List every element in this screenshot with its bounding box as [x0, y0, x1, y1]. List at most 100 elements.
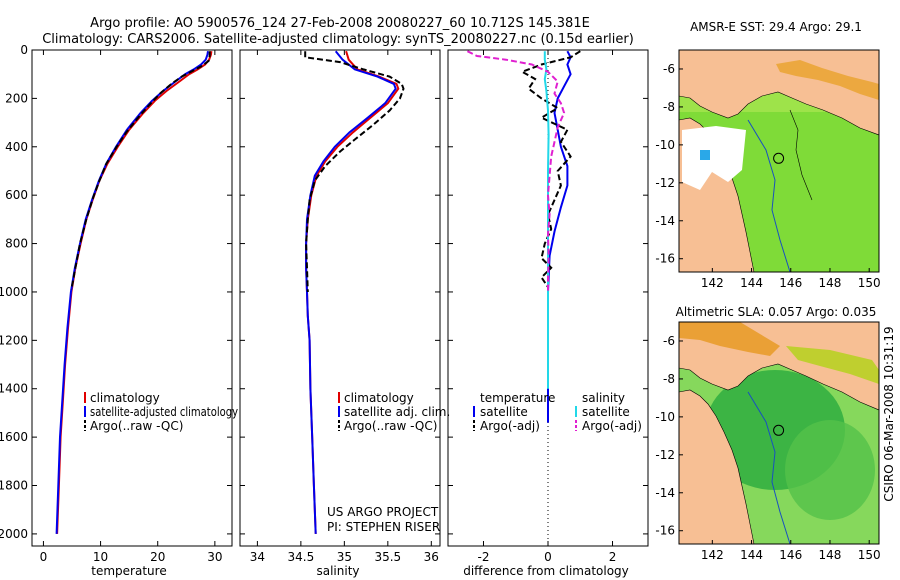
- depth-tick-label: 2000: [0, 527, 28, 541]
- salinity-xtick-label: 34.5: [288, 550, 315, 564]
- difference-line-temperature-argo-adj: [519, 50, 581, 288]
- salinity-xtick-label: 36: [424, 550, 439, 564]
- sla-argo-marker: [773, 424, 785, 436]
- temperature-xtick-label: 0: [40, 550, 48, 564]
- temperature-xtick-label: 20: [150, 550, 165, 564]
- sla-map-area: [679, 322, 879, 544]
- sst-map-title: AMSR-E SST: 29.4 Argo: 29.1: [690, 20, 862, 34]
- sst-map-lat-label: -10: [655, 138, 675, 152]
- sst-map-lat-label: -14: [655, 214, 675, 228]
- sla-map-title: Altimetric SLA: 0.057 Argo: 0.035: [676, 305, 877, 319]
- legend-salinity-heading: salinity: [582, 391, 625, 405]
- temperature-xtick-label: 10: [93, 550, 108, 564]
- temperature-panel: 0 10 20 30 0 200 400 600 800 1000 1200 1400 1600 1800…: [0, 43, 238, 578]
- sst-map-lat-label: -8: [663, 100, 675, 114]
- temperature-xlabel: temperature: [91, 564, 166, 578]
- sst-map-lat-label: -6: [663, 62, 675, 76]
- sst-missing-data: [682, 126, 746, 190]
- sst-map-lon-label: 150: [858, 276, 881, 290]
- legend-satadj-label: satellite adj. clim.: [344, 405, 450, 419]
- pi-annotation: PI: STEPHEN RISER: [327, 520, 440, 534]
- salinity-line-argo-raw-qc: [304, 51, 405, 293]
- difference-line-salinity-argo-adj: [466, 50, 566, 292]
- sla-map-lon-label: 144: [740, 548, 763, 562]
- depth-tick-label: 1600: [0, 430, 28, 444]
- legend-satellite-adjusted-label: satellite-adjusted climatology: [90, 405, 238, 419]
- sla-map-lon-label: 148: [819, 548, 842, 562]
- legend-temperature-heading: temperature: [480, 391, 555, 405]
- sst-argo-marker: [773, 152, 785, 164]
- legend-sal-argo-label: Argo(-adj): [582, 419, 642, 433]
- depth-tick-label: 1400: [0, 382, 28, 396]
- salinity-panel: 34 34.5 35 35.5 36 salinity climatology sate…: [239, 49, 450, 578]
- depth-tick-label: 1000: [0, 285, 28, 299]
- depth-tick-label: 200: [5, 91, 28, 105]
- sst-map-panel: AMSR-E SST: 29.4 Argo: 29.1 142 144 146 148…: [655, 20, 880, 290]
- difference-xtick-label: 0: [544, 550, 552, 564]
- sst-map-area: [679, 50, 879, 272]
- shelf-contour-a: [747, 119, 791, 272]
- sst-map-lon-label: 142: [701, 276, 724, 290]
- salinity-line-climatology: [305, 50, 400, 534]
- difference-xtick-label: 2: [609, 550, 617, 564]
- project-annotation: US ARGO PROJECT: [327, 505, 439, 519]
- sst-map-lon-label: 144: [740, 276, 763, 290]
- salinity-axes-frame: [239, 49, 441, 547]
- salinity-xlabel: salinity: [316, 564, 359, 578]
- sla-mid-anomaly: [785, 420, 875, 520]
- sst-map-lon-label: 148: [819, 276, 842, 290]
- sla-map-lat-label: -12: [655, 448, 675, 462]
- sla-map-lat-label: -6: [663, 334, 675, 348]
- legend-argo-label: Argo(..raw -QC): [90, 419, 183, 433]
- difference-line-temperature-satellite: [547, 50, 572, 423]
- depth-tick-label: 1200: [0, 333, 28, 347]
- depth-tick-label: 600: [5, 188, 28, 202]
- salinity-legend: climatology satellite adj. clim. Argo(..…: [338, 391, 450, 433]
- sst-cold-pixel: [700, 150, 710, 160]
- legend-argo-sal-label: Argo(..raw -QC): [344, 419, 437, 433]
- sla-coastal-high: [786, 346, 879, 384]
- sst-map-lat-label: -16: [655, 252, 675, 266]
- legend-climatology-label: climatology: [90, 391, 160, 405]
- depth-tick-label: 1800: [0, 479, 28, 493]
- sst-map-lon-label: 146: [779, 276, 802, 290]
- salinity-line-satellite-adj-clim: [305, 50, 397, 534]
- difference-legend: temperature satellite Argo(-adj) salinit…: [473, 391, 642, 433]
- legend-clim-label: climatology: [344, 391, 414, 405]
- cape-york-landmass-2: [679, 389, 755, 544]
- temperature-line-argo-raw-qc: [70, 51, 211, 290]
- side-timestamp: CSIRO 06-Mar-2008 10:31:19: [882, 326, 896, 501]
- difference-xtick-label: -2: [477, 550, 489, 564]
- legend-sal-satellite-label: satellite: [582, 405, 630, 419]
- temperature-axes-frame: [31, 49, 233, 547]
- difference-panel: -2 0 2 difference from climatology tempera…: [447, 49, 649, 578]
- sst-northeast-warm-strip: [776, 60, 879, 100]
- depth-tick-label: 800: [5, 237, 28, 251]
- temperature-xtick-label: 30: [207, 550, 222, 564]
- temperature-legend: climatology satellite-adjusted climatolo…: [84, 391, 238, 433]
- shelf-contour-c: [747, 391, 791, 544]
- legend-temp-satellite-label: satellite: [480, 405, 528, 419]
- shelf-contour-b: [789, 109, 813, 201]
- difference-xlabel: difference from climatology: [463, 564, 629, 578]
- depth-tick-label: 0: [20, 43, 28, 57]
- sst-map-lat-label: -12: [655, 176, 675, 190]
- depth-tick-label: 400: [5, 140, 28, 154]
- salinity-xtick-label: 34: [250, 550, 265, 564]
- figure-title-line2: Climatology: CARS2006. Satellite-adjuste…: [42, 32, 634, 47]
- sla-map-lat-label: -14: [655, 486, 675, 500]
- sst-map-frame: [678, 49, 880, 273]
- sla-map-lon-label: 142: [701, 548, 724, 562]
- sla-map-lon-label: 150: [858, 548, 881, 562]
- sla-map-panel: Altimetric SLA: 0.057 Argo: 0.035 142 144…: [655, 305, 880, 562]
- sla-map-lat-label: -8: [663, 372, 675, 386]
- sla-map-lon-label: 146: [779, 548, 802, 562]
- sla-map-lat-label: -10: [655, 410, 675, 424]
- salinity-xtick-label: 35: [337, 550, 352, 564]
- legend-temp-argo-label: Argo(-adj): [480, 419, 540, 433]
- figure-title-line1: Argo profile: AO 5900576_124 27-Feb-2008…: [90, 16, 590, 31]
- sla-map-lat-label: -16: [655, 524, 675, 538]
- salinity-xtick-label: 35.5: [374, 550, 401, 564]
- sla-map-frame: [678, 321, 880, 545]
